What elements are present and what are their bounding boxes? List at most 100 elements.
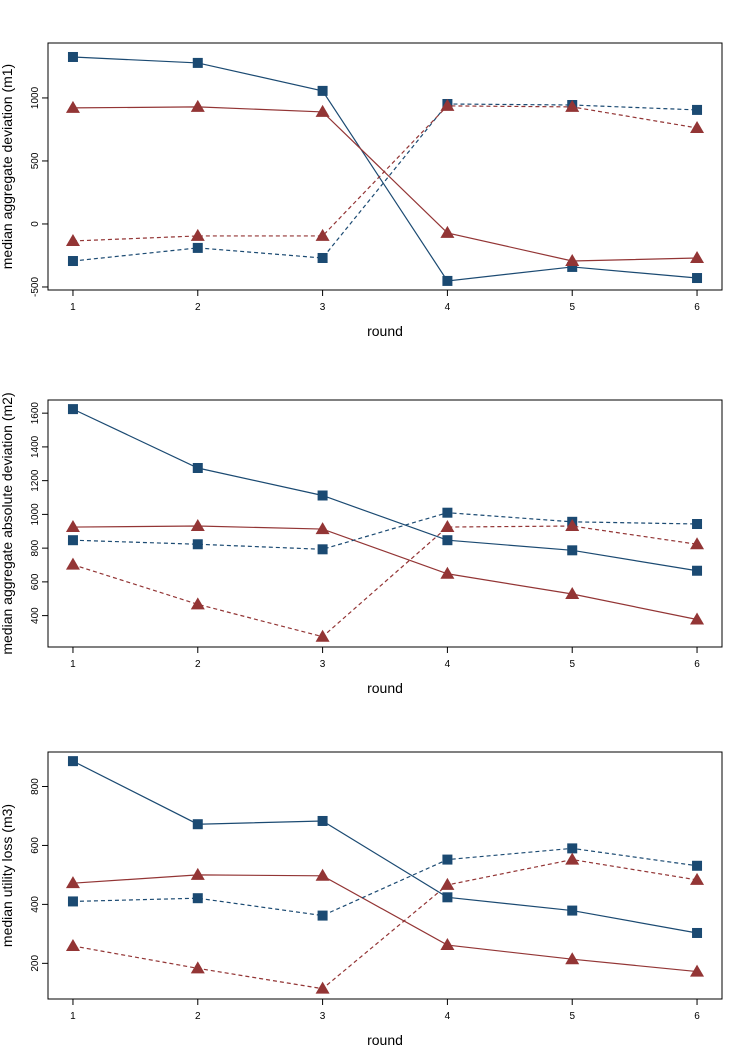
y-tick-label: 200 xyxy=(30,955,41,972)
marker-square xyxy=(692,519,703,530)
marker-triangle xyxy=(190,228,205,241)
plot-frame xyxy=(47,751,723,1000)
marker-square xyxy=(67,535,78,546)
marker-square xyxy=(317,490,328,501)
marker-square xyxy=(67,51,78,62)
x-tick-label: 1 xyxy=(70,302,76,313)
series-line xyxy=(72,525,698,638)
marker-square xyxy=(67,404,78,415)
marker-triangle xyxy=(690,964,705,977)
marker-square xyxy=(442,535,453,546)
marker-triangle xyxy=(190,597,205,610)
marker-square xyxy=(67,896,78,907)
series-line xyxy=(72,56,698,282)
marker-square xyxy=(567,261,578,272)
marker-triangle xyxy=(65,233,80,246)
y-tick-label: 1200 xyxy=(30,469,41,492)
y-tick-label: 1400 xyxy=(30,435,41,458)
y-tick-label: 500 xyxy=(30,152,41,169)
marker-square xyxy=(692,273,703,284)
marker-triangle xyxy=(440,938,455,951)
marker-square xyxy=(192,893,203,904)
series-line xyxy=(72,106,698,262)
marker-square xyxy=(567,545,578,556)
marker-square xyxy=(692,860,703,871)
y-tick-label: -500 xyxy=(30,277,41,297)
y-tick-label: 600 xyxy=(30,573,41,590)
marker-square xyxy=(442,507,453,518)
y-tick-label: 800 xyxy=(30,778,41,795)
marker-triangle xyxy=(440,566,455,579)
marker-triangle xyxy=(65,938,80,951)
marker-square xyxy=(317,85,328,96)
x-tick-label: 5 xyxy=(569,1011,575,1022)
marker-triangle xyxy=(690,872,705,885)
y-axis-label: median utility loss (m3) xyxy=(0,804,15,947)
marker-triangle xyxy=(315,522,330,535)
marker-triangle xyxy=(440,225,455,238)
marker-square xyxy=(442,854,453,865)
marker-triangle xyxy=(65,876,80,889)
series-line xyxy=(72,760,698,934)
marker-square xyxy=(192,242,203,253)
marker-square xyxy=(692,927,703,938)
marker-square xyxy=(317,544,328,555)
y-tick-label: 1000 xyxy=(30,86,41,109)
x-tick-label: 2 xyxy=(195,302,201,313)
marker-square xyxy=(192,57,203,68)
marker-triangle xyxy=(315,981,330,994)
x-tick-label: 4 xyxy=(445,1011,451,1022)
marker-triangle xyxy=(315,868,330,881)
x-tick-label: 2 xyxy=(195,659,201,670)
y-tick-label: 400 xyxy=(30,607,41,624)
series-line xyxy=(72,408,698,572)
y-tick-label: 800 xyxy=(30,539,41,556)
y-tick-label: 400 xyxy=(30,896,41,913)
series-line xyxy=(72,847,698,917)
marker-triangle xyxy=(190,961,205,974)
marker-triangle xyxy=(190,99,205,112)
x-tick-label: 1 xyxy=(70,659,76,670)
x-tick-label: 6 xyxy=(694,659,700,670)
x-tick-label: 4 xyxy=(445,659,451,670)
marker-square xyxy=(192,539,203,550)
y-tick-label: 1000 xyxy=(30,503,41,526)
marker-triangle xyxy=(565,852,580,865)
marker-triangle xyxy=(440,520,455,533)
marker-triangle xyxy=(65,100,80,113)
plot-frame xyxy=(47,399,723,648)
x-tick-label: 4 xyxy=(445,302,451,313)
x-tick-label: 5 xyxy=(569,659,575,670)
marker-triangle xyxy=(190,519,205,532)
y-tick-label: 1600 xyxy=(30,402,41,425)
series-line xyxy=(72,105,698,242)
x-tick-label: 6 xyxy=(694,302,700,313)
marker-square xyxy=(317,815,328,826)
marker-triangle xyxy=(440,877,455,890)
series-line xyxy=(72,512,698,550)
marker-square xyxy=(692,104,703,115)
marker-triangle xyxy=(315,629,330,642)
marker-triangle xyxy=(65,520,80,533)
x-tick-label: 3 xyxy=(320,1011,326,1022)
marker-square xyxy=(192,462,203,473)
y-tick-label: 600 xyxy=(30,837,41,854)
series-line xyxy=(72,874,698,973)
marker-square xyxy=(567,905,578,916)
marker-square xyxy=(192,819,203,830)
series-line xyxy=(72,858,698,990)
x-tick-label: 5 xyxy=(569,302,575,313)
marker-triangle xyxy=(315,228,330,241)
x-axis-label: round xyxy=(367,323,403,339)
marker-triangle xyxy=(690,612,705,625)
x-tick-label: 3 xyxy=(320,659,326,670)
x-axis-label: round xyxy=(367,1032,403,1048)
marker-triangle xyxy=(190,867,205,880)
x-tick-label: 6 xyxy=(694,1011,700,1022)
x-axis-label: round xyxy=(367,680,403,696)
marker-triangle xyxy=(690,250,705,263)
marker-triangle xyxy=(565,952,580,965)
marker-triangle xyxy=(440,98,455,111)
